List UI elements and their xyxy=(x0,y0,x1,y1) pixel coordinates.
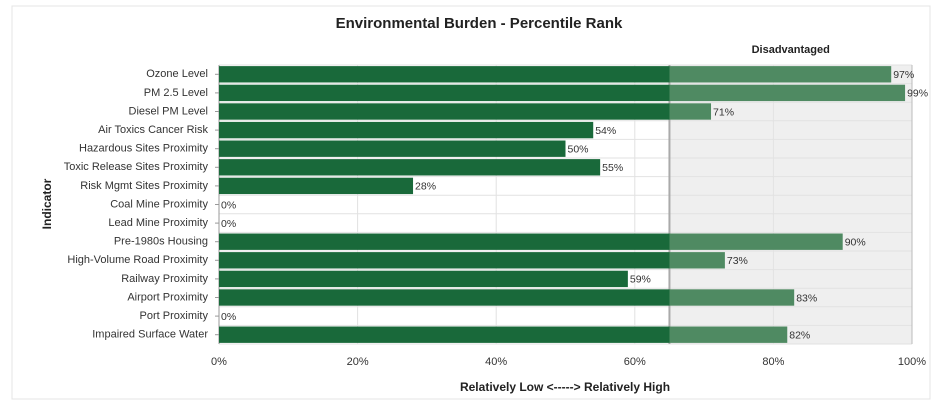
data-label: 0% xyxy=(221,218,236,230)
bar xyxy=(219,177,414,195)
data-label: 83% xyxy=(796,292,817,304)
x-tick-label: 100% xyxy=(898,356,926,368)
threshold-label: Disadvantaged xyxy=(752,44,830,56)
data-label: 90% xyxy=(845,236,866,248)
y-tick-label: Coal Mine Proximity xyxy=(110,198,208,210)
y-tick-label: Railway Proximity xyxy=(121,273,208,285)
bar xyxy=(219,270,628,288)
y-tick-label: Diesel PM Level xyxy=(129,105,208,117)
y-axis-title: Indicator xyxy=(40,178,54,229)
data-label: 99% xyxy=(907,88,928,100)
y-tick-label: Pre-1980s Housing xyxy=(114,236,208,248)
data-label: 50% xyxy=(568,143,589,155)
y-tick-label: Air Toxics Cancer Risk xyxy=(98,124,208,136)
y-tick-label: Hazardous Sites Proximity xyxy=(79,143,208,155)
frame xyxy=(11,5,931,400)
y-tick-label: Lead Mine Proximity xyxy=(108,217,208,229)
bar xyxy=(219,84,906,102)
chart-title: Environmental Burden - Percentile Rank xyxy=(336,15,623,32)
data-label: 55% xyxy=(602,162,623,174)
bar xyxy=(219,121,594,139)
x-tick-label: 0% xyxy=(211,356,227,368)
data-label: 71% xyxy=(713,106,734,118)
data-label: 28% xyxy=(415,181,436,193)
x-tick-label: 80% xyxy=(762,356,784,368)
bar xyxy=(219,66,892,83)
y-tick-label: Ozone Level xyxy=(146,68,208,80)
y-tick-label: Impaired Surface Water xyxy=(92,329,208,341)
bar xyxy=(219,159,601,176)
y-tick-label: Toxic Release Sites Proximity xyxy=(64,161,209,173)
x-tick-label: 60% xyxy=(624,356,646,368)
bar xyxy=(219,289,795,306)
bar xyxy=(219,233,843,250)
y-tick-label: Port Proximity xyxy=(140,310,209,322)
x-tick-label: 20% xyxy=(347,356,369,368)
y-tick-label: Airport Proximity xyxy=(127,291,208,303)
y-tick-label: Risk Mgmt Sites Proximity xyxy=(80,180,208,192)
data-label: 97% xyxy=(893,69,914,81)
y-tick-label: High-Volume Road Proximity xyxy=(67,254,208,266)
data-label: 73% xyxy=(727,255,748,267)
data-label: 0% xyxy=(221,199,236,211)
x-axis-title: Relatively Low <-----> Relatively High xyxy=(460,380,670,394)
data-label: 0% xyxy=(221,311,236,323)
x-tick-label: 40% xyxy=(485,356,507,368)
bar xyxy=(219,140,566,157)
data-label: 59% xyxy=(630,274,651,286)
bar xyxy=(219,326,788,343)
data-label: 82% xyxy=(789,329,810,341)
data-label: 54% xyxy=(595,125,616,137)
y-tick-label: PM 2.5 Level xyxy=(144,87,208,99)
bar xyxy=(219,252,725,269)
bar xyxy=(219,103,712,120)
